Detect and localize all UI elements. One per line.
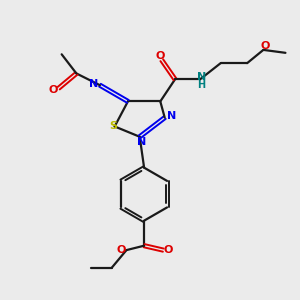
Text: O: O — [49, 85, 58, 94]
Text: N: N — [136, 137, 146, 147]
Text: H: H — [197, 80, 206, 90]
Text: O: O — [116, 245, 126, 255]
Text: N: N — [89, 79, 99, 89]
Text: O: O — [260, 41, 269, 51]
Text: N: N — [167, 111, 176, 121]
Text: O: O — [156, 51, 165, 61]
Text: N: N — [197, 72, 206, 82]
Text: O: O — [164, 245, 173, 255]
Text: S: S — [109, 121, 117, 131]
